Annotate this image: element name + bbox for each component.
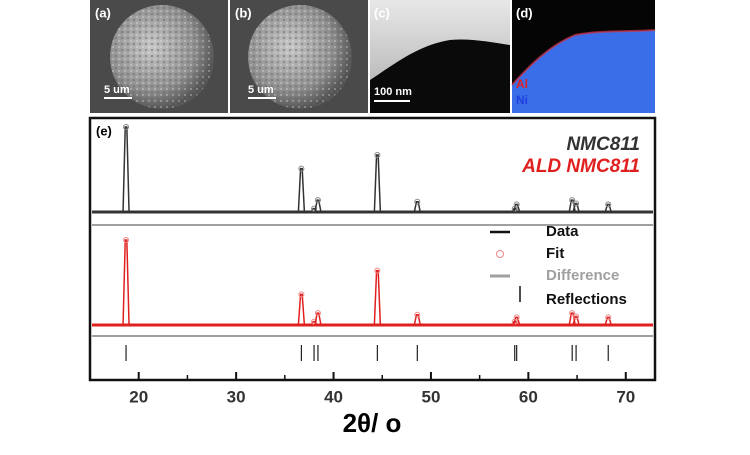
fit-point [573,200,580,207]
panel-label: (b) [235,5,252,20]
legend-label: Data [546,223,579,240]
peak [297,293,306,326]
peak [314,199,322,213]
fit-point [414,198,421,205]
x-tick-label: 70 [616,387,635,406]
fit-point [123,124,130,130]
scale-bar-label: 100 nm [374,86,412,98]
fit-point [298,165,305,172]
peak [572,202,580,213]
x-tick-label: 40 [324,387,343,406]
tem-image [370,0,510,113]
panel-label: (e) [96,123,112,138]
sem-image [90,0,228,113]
legend-label: Difference [546,267,619,284]
panel-label: (d) [516,5,533,20]
fit-point [123,237,130,243]
fit-point [513,201,520,208]
fit-point [605,201,612,208]
fit-point [374,267,381,274]
x-tick-label: 30 [227,387,246,406]
legend-label: Reflections [546,291,627,308]
peak [604,316,612,326]
fit-point [311,205,318,212]
scale-bar-label: 5 um [248,84,274,96]
peak [413,201,422,213]
peak [314,312,322,326]
x-tick-label: 60 [519,387,538,406]
fit-point [569,197,576,204]
peak [572,315,580,326]
peak [122,126,130,213]
element-label: Al [516,77,528,91]
peak [512,316,521,326]
sem-image [230,0,368,113]
series-label: ALD NMC811 [521,156,640,177]
x-axis-label: 2θ/ o [343,408,402,438]
eds-map [511,0,656,113]
fit-point [374,152,381,159]
peak [297,167,306,213]
x-tick-label: 50 [421,387,440,406]
fit-point [513,314,520,321]
fit-point [414,311,421,318]
fit-point [314,197,321,204]
scale-bar-label: 5 um [104,84,130,96]
legend-circle [496,250,504,258]
fit-point [573,313,580,320]
x-tick-label: 20 [129,387,148,406]
peak [413,314,422,326]
peak [373,154,382,213]
fit-point [605,314,612,321]
element-label: Ni [516,93,528,107]
legend-label: Fit [546,245,564,262]
fit-point [311,318,318,325]
peak [512,203,521,213]
peak [604,203,612,213]
series-label: NMC811 [566,134,640,155]
peak [373,269,382,326]
plot-frame [88,116,657,382]
fit-point [298,291,305,298]
panel-label: (a) [95,5,111,20]
peak [122,239,130,326]
fit-point [569,310,576,317]
fit-point [314,310,321,317]
panel-label: (c) [374,5,390,20]
